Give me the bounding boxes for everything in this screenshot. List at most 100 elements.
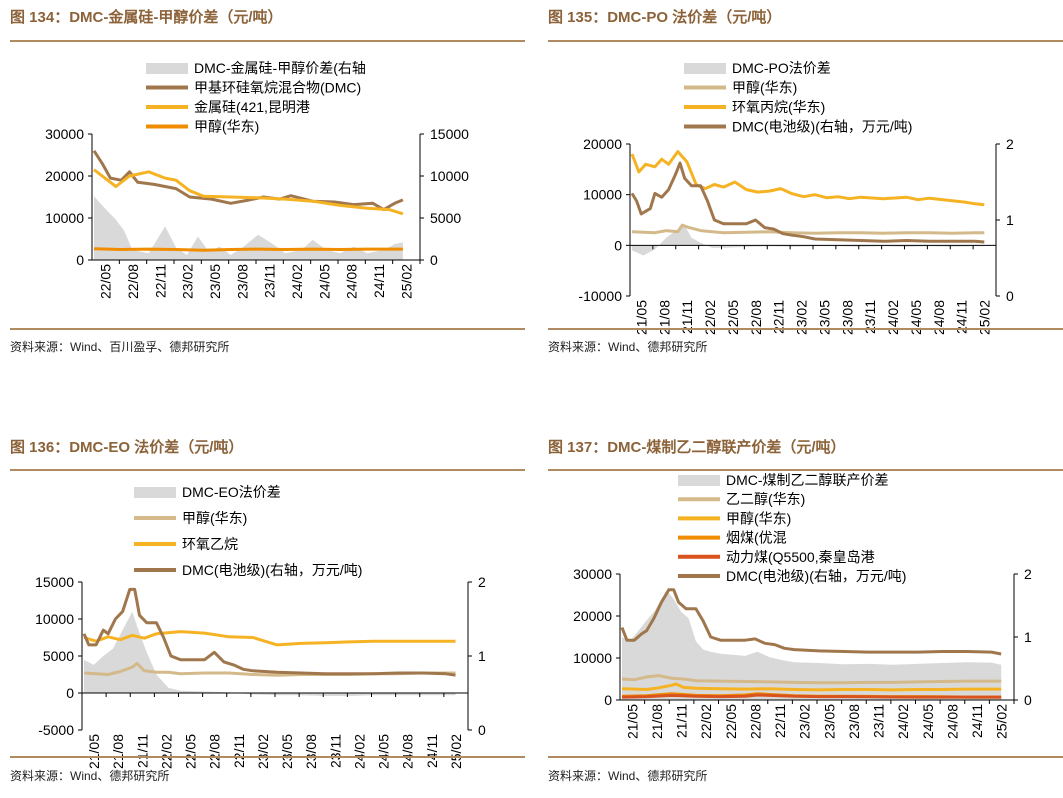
legend-label-4: 动力煤(Q5500,秦皇岛港 — [726, 549, 875, 565]
y2-tick-label: 0 — [430, 252, 438, 268]
series-line-2 — [630, 150, 985, 207]
x-tick-label: 23/08 — [846, 704, 862, 739]
x-tick-label: 23/02 — [255, 734, 271, 769]
legend-label-1: 甲基环硅氧烷混合物(DMC) — [194, 80, 361, 96]
chart-panel-135: 图 135：DMC-PO 法价差（元/吨） 20000 10000 0 -10000 2… — [548, 6, 1063, 356]
x-tick-label: 22/05 — [725, 300, 741, 335]
x-tick-label: 21/05 — [624, 704, 640, 739]
x-tick-label: 22/02 — [158, 734, 174, 769]
legend-label-2: 环氧乙烷 — [182, 536, 238, 552]
chart-panel-136: 图 136：DMC-EO 法价差（元/吨） 15000 10000 5000 0 -50… — [10, 436, 525, 786]
y-tick-label: 0 — [66, 685, 74, 701]
series-line-1 — [631, 223, 985, 235]
legend-label-0: DMC-煤制乙二醇联产价差 — [726, 472, 889, 488]
series-line-1 — [92, 149, 404, 212]
x-tick-label: 23/05 — [207, 264, 223, 299]
chart-137-svg: 30000 20000 10000 0 2 1 0 21/05 21/08 21/11 22/02 2… — [573, 472, 1032, 739]
chart-136-svg: 15000 10000 5000 0 -5000 2 1 0 21/05 21/08 21/11 22… — [35, 484, 486, 769]
x-tick-label: 22/11 — [231, 734, 247, 768]
x-tick-label: 24/11 — [969, 704, 985, 738]
series-area-0 — [632, 225, 985, 256]
y2-tick-label: 1 — [478, 648, 486, 664]
legend-swatch-0 — [146, 63, 188, 74]
chart-source: 资料来源：Wind、德邦研究所 — [10, 769, 170, 783]
series-line-3 — [93, 247, 403, 252]
x-tick-label: 25/02 — [977, 300, 993, 335]
y-tick-label: 10000 — [45, 210, 84, 226]
x-tick-label: 22/11 — [771, 300, 787, 334]
y2-tick-label: 15000 — [430, 126, 469, 142]
legend-label-1: 甲醇(华东) — [182, 510, 247, 526]
y-tick-label: 20000 — [45, 168, 84, 184]
y2-tick-label: 5000 — [430, 210, 461, 226]
series-area-0 — [622, 592, 1002, 700]
x-tick-label: 21/05 — [86, 734, 102, 769]
chart-panel-134: 图 134：DMC-金属硅-甲醇价差（元/吨） 30000 20000 10000 0… — [10, 6, 525, 356]
source-divider — [548, 756, 1063, 758]
y-tick-label: 30000 — [573, 566, 612, 582]
series-line-2 — [93, 168, 404, 216]
x-tick-label: 21/11 — [679, 300, 695, 334]
source-divider — [548, 328, 1063, 330]
y-tick-label: 0 — [614, 237, 622, 253]
legend-label-0: DMC-EO法价差 — [182, 484, 281, 500]
x-tick-label: 23/02 — [797, 704, 813, 739]
chart-source: 资料来源：Wind、德邦研究所 — [548, 769, 708, 783]
x-tick-label: 23/08 — [234, 264, 250, 299]
legend-swatch-0 — [684, 63, 726, 74]
legend-label-2: 甲醇(华东) — [726, 510, 791, 526]
legend-label-3: DMC(电池级)(右轴，万元/吨) — [182, 562, 362, 578]
x-tick-label: 24/05 — [376, 734, 392, 769]
x-tick-label: 24/05 — [316, 264, 332, 299]
y-tick-label: -10000 — [578, 288, 622, 304]
title-divider — [548, 469, 1063, 471]
y-tick-label: 10000 — [573, 650, 612, 666]
series-line-2 — [621, 682, 1002, 692]
x-tick-label: 22/02 — [698, 704, 714, 739]
y-tick-label: 0 — [76, 252, 84, 268]
y-tick-label: 15000 — [35, 574, 74, 590]
chart-source: 资料来源：Wind、百川盈孚、德邦研究所 — [10, 340, 230, 354]
y-tick-label: 5000 — [43, 648, 74, 664]
x-tick-label: 22/08 — [747, 704, 763, 739]
x-tick-label: 24/05 — [920, 704, 936, 739]
y-tick-label: 20000 — [573, 608, 612, 624]
y-tick-label: 10000 — [583, 187, 622, 203]
y2-tick-label: 0 — [478, 722, 486, 738]
x-tick-label: 22/05 — [723, 704, 739, 739]
x-tick-label: 22/11 — [152, 264, 168, 298]
chart-title: 图 134：DMC-金属硅-甲醇价差（元/吨） — [10, 9, 283, 26]
x-tick-label: 24/05 — [908, 300, 924, 335]
x-tick-label: 21/05 — [633, 300, 649, 335]
x-tick-label: 23/11 — [327, 734, 343, 768]
x-tick-label: 21/08 — [110, 734, 126, 769]
chart-source: 资料来源：Wind、德邦研究所 — [548, 340, 708, 354]
x-tick-label: 24/02 — [289, 264, 305, 299]
x-tick-label: 22/08 — [748, 300, 764, 335]
legend-label-2: 环氧丙烷(华东) — [732, 99, 825, 115]
chart-panel-137: 图 137：DMC-煤制乙二醇联产价差（元/吨） 30000 20000 10000… — [548, 436, 1063, 786]
x-tick-label: 22/05 — [98, 264, 114, 299]
x-tick-label: 23/05 — [821, 704, 837, 739]
x-tick-label: 24/02 — [895, 704, 911, 739]
x-tick-label: 23/08 — [303, 734, 319, 769]
x-tick-label: 23/02 — [794, 300, 810, 335]
x-tick-label: 23/08 — [839, 300, 855, 335]
x-tick-label: 23/05 — [816, 300, 832, 335]
y2-tick-label: 1 — [1024, 629, 1032, 645]
series-line-3 — [82, 587, 456, 677]
x-tick-label: 24/08 — [400, 734, 416, 769]
x-tick-label: 23/11 — [871, 704, 887, 738]
title-divider — [10, 469, 525, 471]
chart-title: 图 137：DMC-煤制乙二醇联产价差（元/吨） — [548, 439, 846, 456]
x-tick-label: 24/02 — [885, 300, 901, 335]
x-tick-label: 22/08 — [207, 734, 223, 769]
x-tick-label: 22/02 — [702, 300, 718, 335]
series-area-0 — [84, 611, 456, 696]
chart-title: 图 135：DMC-PO 法价差（元/吨） — [548, 9, 782, 26]
x-tick-label: 23/05 — [279, 734, 295, 769]
title-divider — [10, 40, 525, 42]
x-tick-label: 24/08 — [344, 264, 360, 299]
series-line-4 — [621, 693, 1002, 699]
x-tick-label: 22/08 — [125, 264, 141, 299]
